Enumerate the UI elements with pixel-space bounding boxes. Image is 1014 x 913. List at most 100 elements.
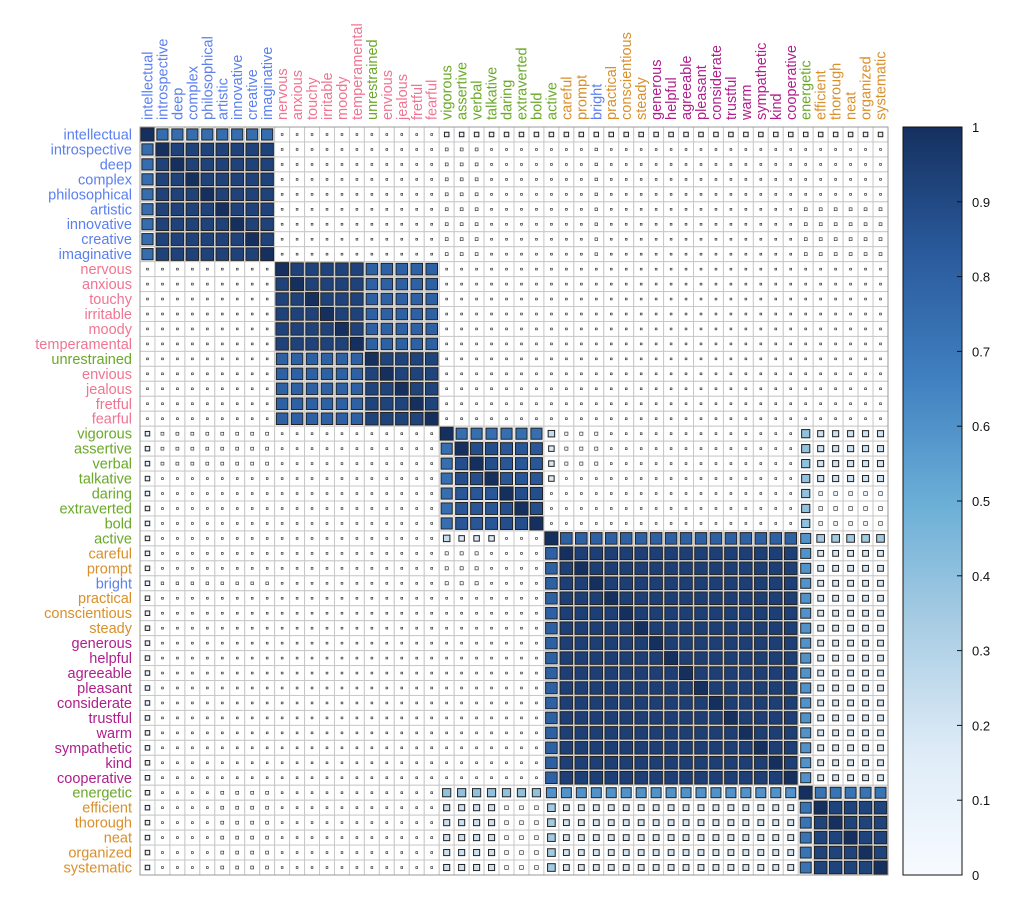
correlation-square [714,357,718,361]
correlation-square [565,223,568,226]
correlation-square [619,756,633,770]
correlation-square [739,561,753,576]
correlation-square [445,267,448,271]
correlation-square [619,546,633,561]
correlation-square [847,774,854,782]
correlation-square [144,834,151,841]
correlation-square [355,851,359,854]
correlation-square [370,522,374,525]
correlation-square [221,492,224,495]
correlation-square [516,788,527,798]
correlation-square [505,686,508,690]
correlation-square [699,312,703,316]
correlation-square [650,787,662,799]
correlation-square [221,282,224,286]
correlation-square [654,402,658,405]
correlation-square [877,609,884,617]
correlation-square [191,701,194,705]
correlation-square [714,297,718,301]
correlation-square [340,597,344,600]
correlation-square [295,791,299,794]
correlation-square [548,131,555,138]
correlation-square [679,666,694,681]
correlation-square [295,522,299,525]
correlation-square [798,785,813,800]
correlation-square [265,537,269,540]
correlation-square [385,537,389,540]
correlation-square [714,208,718,211]
correlation-square [729,462,733,465]
correlation-square [789,327,792,331]
correlation-square [161,626,164,630]
correlation-square [355,237,359,241]
correlation-square [144,505,151,512]
correlation-square [191,372,194,376]
correlation-square [370,492,374,495]
correlation-square [610,327,613,331]
correlation-square [161,267,164,271]
correlation-square [206,267,209,271]
correlation-square [813,800,828,815]
correlation-square [221,671,224,675]
correlation-square [817,669,825,677]
correlation-square [365,262,379,276]
correlation-square [664,636,678,650]
correlation-square [290,337,304,351]
correlation-square [400,507,404,510]
correlation-square [559,546,574,561]
correlation-square [550,193,553,196]
correlation-square [500,442,513,456]
correlation-square [594,177,598,181]
correlation-square [430,597,433,600]
correlation-square [559,696,574,710]
correlation-square [475,267,478,271]
correlation-square [520,656,523,660]
correlation-square [847,714,854,722]
correlation-square [535,611,538,615]
correlation-square [340,552,344,555]
correlation-square [834,297,837,301]
correlation-square [161,641,164,645]
correlation-square [355,761,359,765]
correlation-square [849,402,852,405]
correlation-square [236,671,239,675]
correlation-square [305,277,319,291]
correlation-square [236,701,239,705]
correlation-square [215,157,230,172]
correlation-square [160,446,165,451]
correlation-square [817,564,825,572]
correlation-square [535,237,538,241]
correlation-square [697,804,705,812]
correlation-square [310,851,314,854]
correlation-square [490,208,493,211]
correlation-square [712,834,720,841]
correlation-square [565,477,568,480]
correlation-square [144,460,151,467]
correlation-square [505,582,508,585]
correlation-square [744,312,748,316]
correlation-square [250,776,254,779]
correlation-square [595,342,598,346]
correlation-square [460,761,463,765]
correlation-square [847,475,855,483]
correlation-square [490,641,493,645]
correlation-square [265,267,269,271]
correlation-square [520,282,523,286]
correlation-square [280,223,284,226]
correlation-square [280,148,284,151]
correlation-square [804,372,807,376]
correlation-square [520,417,523,420]
correlation-square [862,624,869,632]
correlation-square [739,681,753,695]
correlation-square [580,163,583,166]
correlation-square [236,327,239,331]
correlation-square [320,307,334,321]
correlation-square [515,472,528,486]
correlation-square [395,412,409,426]
correlation-square [847,729,854,737]
correlation-square [265,611,269,615]
correlation-square [305,412,319,426]
correlation-square [245,172,259,187]
correlation-square [201,128,214,141]
correlation-square [275,367,289,381]
